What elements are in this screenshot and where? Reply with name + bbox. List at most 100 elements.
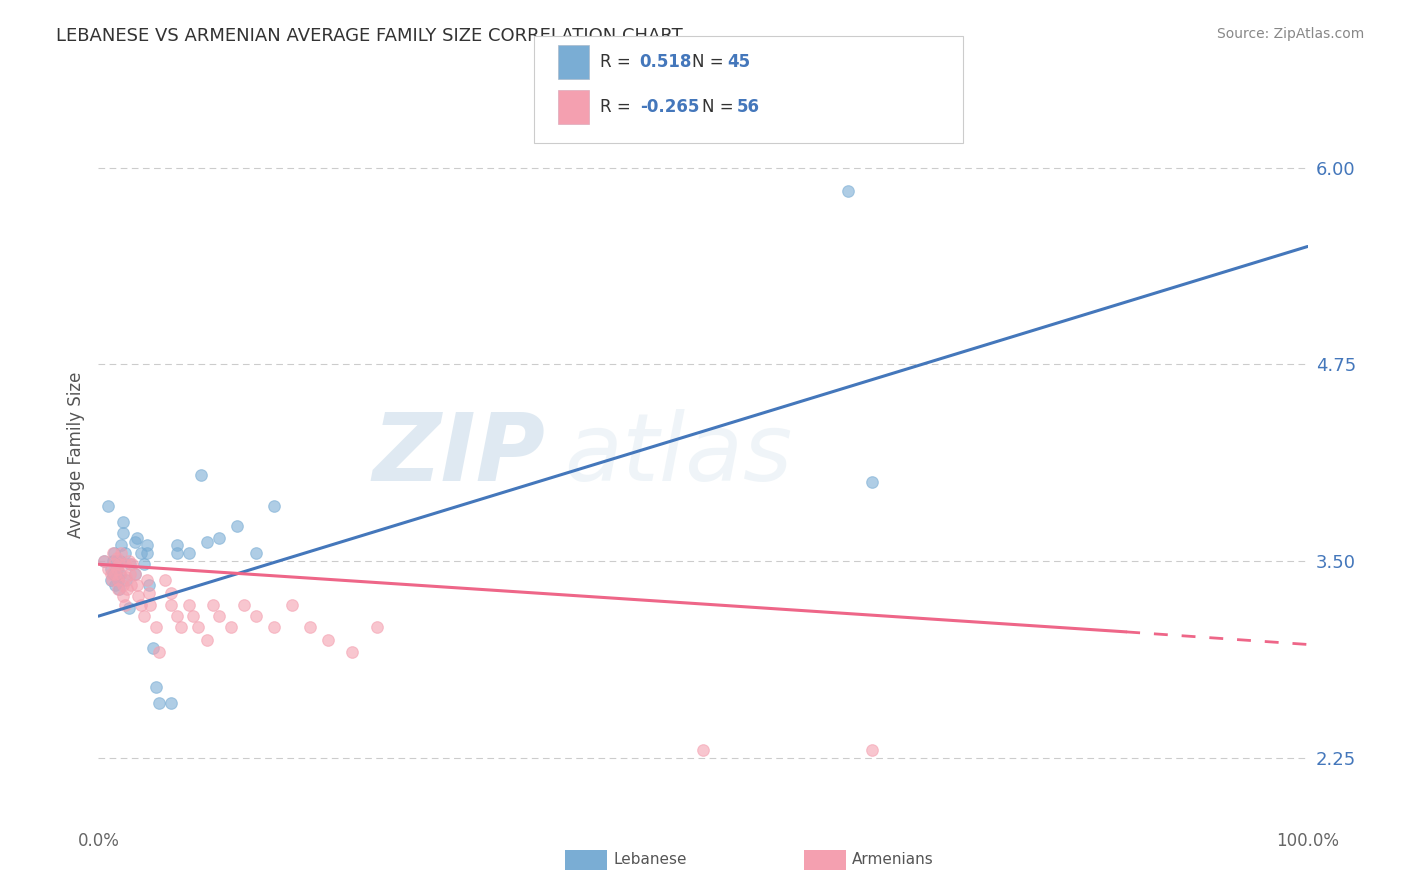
Point	[195, 535, 218, 549]
Point	[108, 554, 131, 568]
Point	[118, 558, 141, 572]
Text: R =: R =	[600, 97, 637, 116]
Point	[101, 554, 124, 568]
Point	[366, 620, 388, 634]
Point	[103, 558, 125, 572]
Text: R =: R =	[600, 54, 637, 71]
Text: 45: 45	[727, 54, 749, 71]
Point	[134, 609, 156, 624]
Point	[111, 525, 134, 540]
Text: Lebanese: Lebanese	[613, 853, 686, 867]
Point	[118, 566, 141, 581]
Y-axis label: Average Family Size: Average Family Size	[66, 372, 84, 538]
Point	[107, 582, 129, 597]
Point	[127, 531, 149, 545]
Point	[124, 566, 146, 581]
Text: Armenians: Armenians	[852, 853, 934, 867]
Point	[129, 546, 152, 560]
Point	[107, 573, 129, 587]
Text: LEBANESE VS ARMENIAN AVERAGE FAMILY SIZE CORRELATION CHART: LEBANESE VS ARMENIAN AVERAGE FAMILY SIZE…	[56, 27, 683, 45]
Point	[316, 632, 339, 647]
Point	[221, 620, 243, 634]
Point	[692, 743, 714, 757]
Point	[148, 645, 170, 659]
Point	[118, 601, 141, 615]
Point	[93, 554, 115, 568]
Point	[93, 554, 115, 568]
Point	[169, 620, 191, 634]
Point	[232, 598, 254, 612]
Point	[135, 538, 157, 552]
Point	[263, 499, 285, 513]
Point	[108, 582, 131, 597]
Point	[860, 475, 883, 490]
Point	[179, 598, 201, 612]
Point	[145, 680, 167, 694]
Point	[118, 554, 141, 568]
Point	[160, 585, 183, 599]
Text: ZIP: ZIP	[373, 409, 546, 501]
Point	[138, 577, 160, 591]
Text: -0.265: -0.265	[640, 97, 699, 116]
Point	[245, 609, 267, 624]
Point	[226, 519, 249, 533]
Point	[108, 566, 131, 581]
Point	[166, 609, 188, 624]
Point	[129, 598, 152, 612]
Point	[145, 620, 167, 634]
Point	[110, 546, 132, 560]
Point	[124, 566, 146, 581]
Point	[142, 640, 165, 655]
Text: 0.518: 0.518	[640, 54, 692, 71]
Point	[179, 546, 201, 560]
Point	[134, 558, 156, 572]
Point	[245, 546, 267, 560]
Point	[181, 609, 204, 624]
Point	[100, 562, 122, 576]
Point	[111, 589, 134, 603]
Point	[127, 577, 149, 591]
Point	[108, 558, 131, 572]
Point	[187, 620, 209, 634]
Point	[190, 467, 212, 482]
Point	[100, 566, 122, 581]
Point	[115, 570, 138, 584]
Point	[127, 589, 149, 603]
Point	[208, 609, 231, 624]
Point	[100, 573, 122, 587]
Text: 56: 56	[737, 97, 759, 116]
Point	[117, 582, 139, 597]
Text: N =: N =	[692, 54, 728, 71]
Point	[153, 573, 176, 587]
Point	[837, 185, 859, 199]
Point	[148, 696, 170, 710]
Point	[138, 585, 160, 599]
Point	[114, 546, 136, 560]
Text: Source: ZipAtlas.com: Source: ZipAtlas.com	[1216, 27, 1364, 41]
Point	[166, 538, 188, 552]
Point	[299, 620, 322, 634]
Point	[111, 515, 134, 529]
Point	[342, 645, 364, 659]
Point	[208, 531, 231, 545]
Point	[120, 577, 142, 591]
Point	[105, 554, 128, 568]
Point	[105, 562, 128, 576]
Point	[105, 562, 128, 576]
Point	[135, 573, 157, 587]
Point	[860, 743, 883, 757]
Point	[195, 632, 218, 647]
Point	[114, 558, 136, 572]
Point	[139, 598, 162, 612]
Point	[263, 620, 285, 634]
Point	[103, 546, 125, 560]
Point	[97, 562, 120, 576]
Point	[111, 577, 134, 591]
Point	[101, 546, 124, 560]
Point	[166, 546, 188, 560]
Point	[110, 538, 132, 552]
Point	[100, 573, 122, 587]
Point	[114, 598, 136, 612]
Point	[108, 566, 131, 581]
Point	[160, 696, 183, 710]
